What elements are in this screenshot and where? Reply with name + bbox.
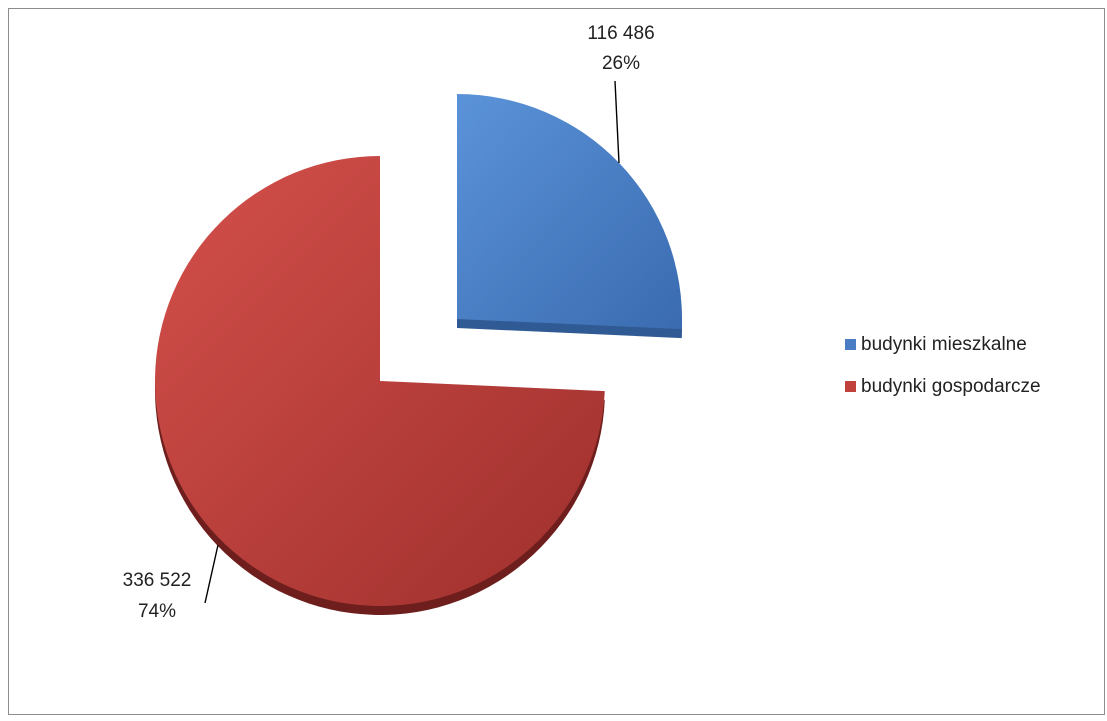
legend-label-budynki-gospodarcze: budynki gospodarcze (861, 376, 1041, 397)
slices-layer (154, 94, 682, 615)
leader-line-budynki-mieszkalne (614, 80, 620, 164)
legend: budynki mieszkalne budynki gospodarcze (845, 334, 1041, 397)
chart-frame: 116 486 26% 336 522 74% budynki mieszkalne b… (8, 8, 1105, 715)
legend-swatch-budynki-mieszkalne (845, 339, 856, 350)
legend-swatch-budynki-gospodarcze (845, 381, 856, 392)
data-label-value-budynki-gospodarcze: 336 522 (123, 570, 192, 591)
data-label-percent-budynki-gospodarcze: 74% (138, 601, 176, 622)
legend-label-budynki-mieszkalne: budynki mieszkalne (861, 334, 1027, 355)
data-label-value-budynki-mieszkalne: 116 486 (587, 23, 654, 44)
pie-slice-budynki-gospodarcze (154, 156, 605, 606)
data-labels-layer: 116 486 26% 336 522 74% (123, 23, 655, 622)
pie-slice-budynki-mieszkalne (457, 94, 682, 330)
leader-line-budynki-gospodarcze (204, 544, 219, 604)
data-label-percent-budynki-mieszkalne: 26% (602, 53, 640, 74)
